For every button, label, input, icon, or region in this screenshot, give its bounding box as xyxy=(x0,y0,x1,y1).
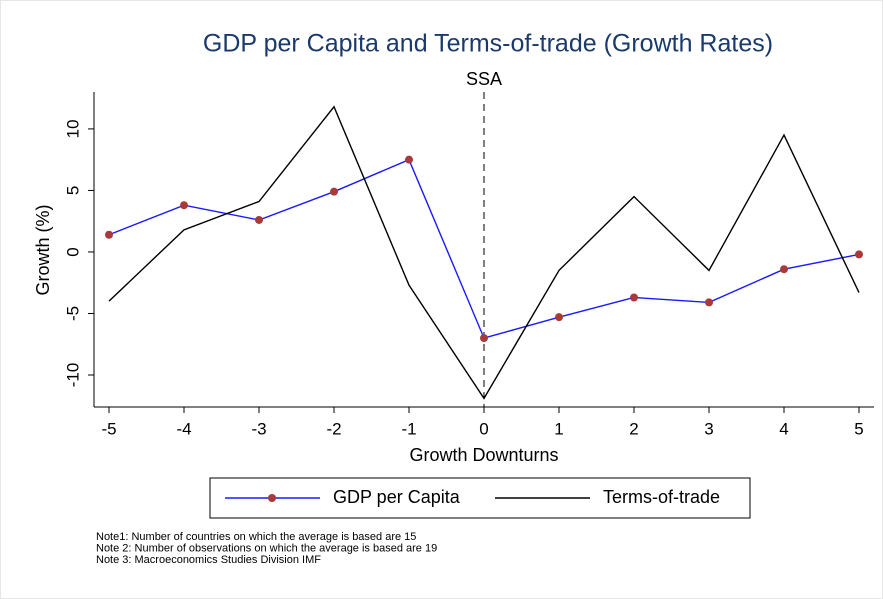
y-tick-label: -10 xyxy=(63,363,82,388)
point xyxy=(330,187,338,196)
y-tick-label: -5 xyxy=(63,306,82,321)
x-tick-label: -4 xyxy=(176,419,191,438)
y-tick-label: 0 xyxy=(63,247,82,256)
point xyxy=(255,215,263,224)
note: Note 3: Macroeconomics Studies Division … xyxy=(96,554,321,566)
x-tick-label: 4 xyxy=(779,419,788,438)
x-axis-label: Growth Downturns xyxy=(409,445,558,465)
point xyxy=(630,293,638,302)
legend-label: GDP per Capita xyxy=(333,487,461,507)
point xyxy=(855,250,863,259)
legend-label: Terms-of-trade xyxy=(603,487,720,507)
note: Note1: Number of countries on which the … xyxy=(96,531,416,543)
x-tick-label: -1 xyxy=(401,419,416,438)
y-tick-label: 10 xyxy=(63,119,82,138)
point xyxy=(555,313,563,322)
x-tick-label: 1 xyxy=(554,419,563,438)
y-tick-label: 5 xyxy=(63,186,82,195)
x-tick-label: 2 xyxy=(629,419,638,438)
note: Note 2: Number of observations on which … xyxy=(96,542,437,554)
x-tick-label: -5 xyxy=(101,419,116,438)
y-axis-label: Growth (%) xyxy=(33,204,53,295)
point xyxy=(480,334,488,343)
point xyxy=(105,230,113,239)
x-tick-label: 5 xyxy=(854,419,863,438)
x-tick-label: -2 xyxy=(326,419,341,438)
annotation: SSA xyxy=(466,69,502,89)
point xyxy=(180,201,188,210)
point xyxy=(780,265,788,274)
series-line xyxy=(108,105,860,400)
point xyxy=(405,155,413,164)
legend-marker xyxy=(268,494,276,502)
x-tick-label: 0 xyxy=(479,419,488,438)
chart-title: GDP per Capita and Terms-of-trade (Growt… xyxy=(203,30,773,58)
x-tick-label: -3 xyxy=(251,419,266,438)
x-tick-label: 3 xyxy=(704,419,713,438)
point xyxy=(705,298,713,307)
